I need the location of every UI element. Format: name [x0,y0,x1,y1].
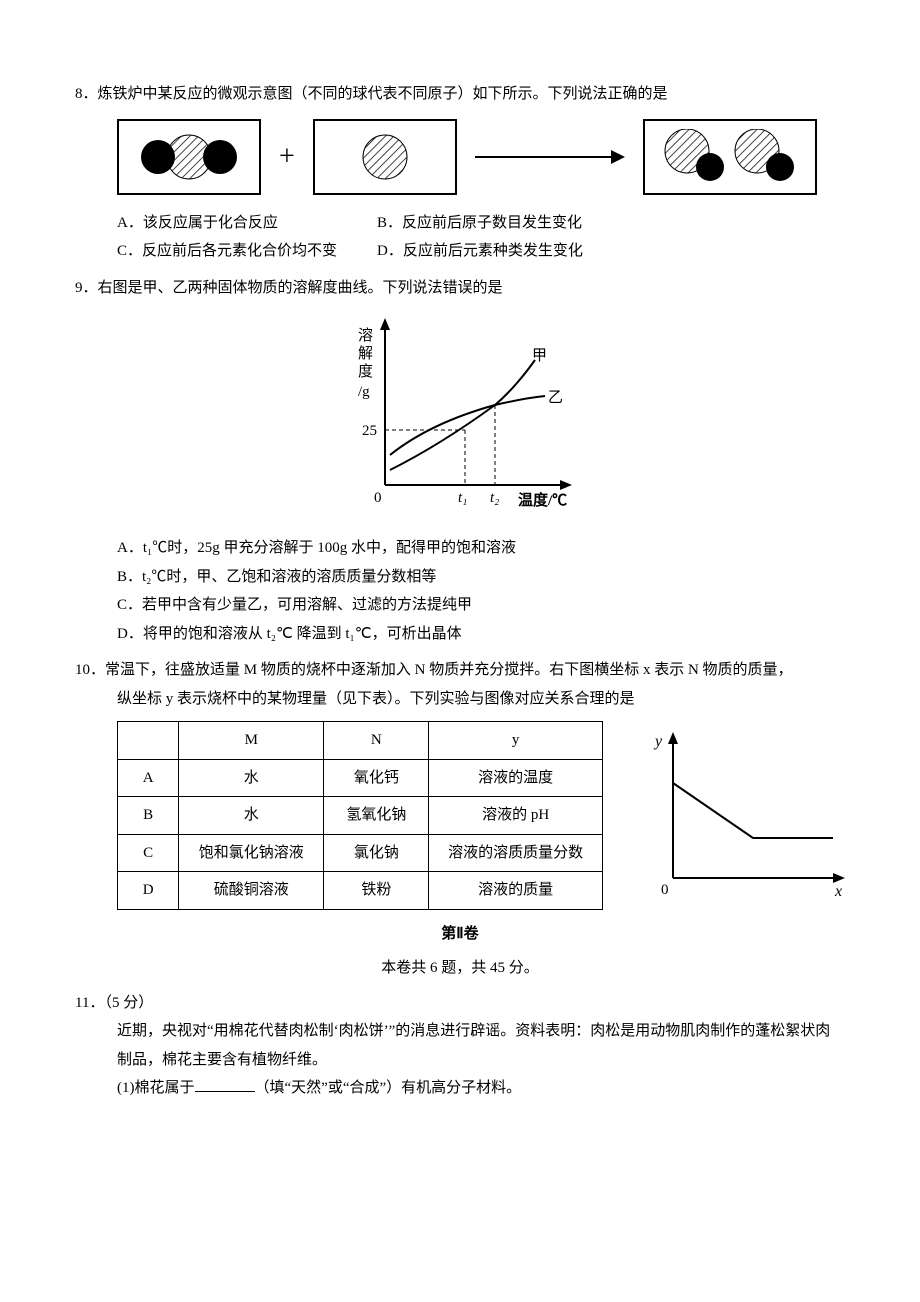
q8-opt-a: A．该反应属于化合反应 [117,209,377,238]
ylabel-line1: 溶 [358,327,373,344]
cell: 溶液的质量 [429,872,603,910]
q11-para1: 近期，央视对“用棉花代替肉松制‘肉松饼’”的消息进行辟谣。资料表明：肉松是用动物… [75,1017,845,1074]
q11-para2-post: （填“天然”或“合成”）有机高分子材料。 [255,1080,522,1096]
q9-stem: 9．右图是甲、乙两种固体物质的溶解度曲线。下列说法错误的是 [75,274,845,303]
origin-label: 0 [374,490,382,506]
th-y: y [429,722,603,760]
q10-stem-line2: 纵坐标 y 表示烧杯中的某物理量（见下表）。下列实验与图像对应关系合理的是 [75,685,845,714]
q11-para2: (1)棉花属于 （填“天然”或“合成”）有机高分子材料。 [75,1074,845,1103]
cell: B [118,797,179,835]
series-yi: 乙 [548,390,563,406]
q9-number: 9． [75,280,98,296]
xlabel: 温度/℃ [518,491,567,509]
xtick-t2: t₂ [490,490,499,506]
q10-table-chart-row: M N y A 水 氧化钙 溶液的温度 B 水 氢氧化钠 溶液的 pH C 饱和… [75,721,845,910]
molecule-3-svg [655,129,805,184]
q9-opt-d: D．将甲的饱和溶液从 t₂℃ 降温到 t₁℃，可析出晶体 [75,620,845,649]
cell: A [118,759,179,797]
q10-origin: 0 [661,882,669,898]
cell: 水 [179,759,324,797]
question-10: 10．常温下，往盛放适量 M 物质的烧杯中逐渐加入 N 物质并充分搅拌。右下图横… [75,656,845,910]
q10-stem-line1: 10．常温下，往盛放适量 M 物质的烧杯中逐渐加入 N 物质并充分搅拌。右下图横… [75,656,845,685]
ylabel-unit: /g [358,384,370,400]
th-n: N [324,722,429,760]
q8-options-row2: C．反应前后各元素化合价均不变 D．反应前后元素种类发生变化 [75,237,845,266]
arrow-head-icon [611,150,625,164]
q9-opt-a: A．t₁℃时，25g 甲充分溶解于 100g 水中，配得甲的饱和溶液 [75,534,845,563]
question-11: 11．（5 分） 近期，央视对“用棉花代替肉松制‘肉松饼’”的消息进行辟谣。资料… [75,989,845,1103]
molecule-1-svg [134,132,244,182]
cell: 硫酸铜溶液 [179,872,324,910]
series-jia: 甲 [532,348,547,364]
q10-text1: 常温下，往盛放适量 M 物质的烧杯中逐渐加入 N 物质并充分搅拌。右下图横坐标 … [105,662,793,678]
section-2-sub: 本卷共 6 题，共 45 分。 [75,954,845,983]
cell: D [118,872,179,910]
q8-text: 炼铁炉中某反应的微观示意图（不同的球代表不同原子）如下所示。下列说法正确的是 [98,86,668,102]
cell: 铁粉 [324,872,429,910]
ylabel-line3: 度 [358,363,373,380]
reactant-box-1 [117,119,261,195]
q9-opt-c: C．若甲中含有少量乙，可用溶解、过滤的方法提纯甲 [75,591,845,620]
plus-sign: + [279,130,295,183]
question-8: 8．炼铁炉中某反应的微观示意图（不同的球代表不同原子）如下所示。下列说法正确的是… [75,80,845,266]
q10-chart: y x 0 [643,728,845,903]
reactant-box-2 [313,119,457,195]
q9-text: 右图是甲、乙两种固体物质的溶解度曲线。下列说法错误的是 [98,280,503,296]
q9-chart-wrap: 溶 解 度 /g 温度/℃ 0 25 t₁ t₂ 甲 乙 [75,310,845,520]
q8-opt-b: B．反应前后原子数目发生变化 [377,209,677,238]
table-row: B 水 氢氧化钠 溶液的 pH [118,797,603,835]
cell: C [118,834,179,872]
arrow-line [475,156,611,158]
cell: 水 [179,797,324,835]
solubility-chart: 溶 解 度 /g 温度/℃ 0 25 t₁ t₂ 甲 乙 [330,310,590,520]
cell: 溶液的温度 [429,759,603,797]
cell: 溶液的 pH [429,797,603,835]
q11-para2-pre: (1)棉花属于 [117,1080,195,1096]
xtick-t1: t₁ [458,490,467,506]
question-9: 9．右图是甲、乙两种固体物质的溶解度曲线。下列说法错误的是 溶 解 度 /g 温… [75,274,845,649]
cell: 氯化钠 [324,834,429,872]
q8-number: 8． [75,86,98,102]
q8-stem: 8．炼铁炉中某反应的微观示意图（不同的球代表不同原子）如下所示。下列说法正确的是 [75,80,845,109]
reaction-arrow [475,150,625,164]
q10-xlabel: x [834,883,842,900]
q10-table: M N y A 水 氧化钙 溶液的温度 B 水 氢氧化钠 溶液的 pH C 饱和… [117,721,603,910]
th-blank [118,722,179,760]
q10-ylabel: y [653,733,663,750]
q11-header: 11．（5 分） [75,989,845,1018]
section-2-title: 第Ⅱ卷 [75,920,845,949]
q8-options-row1: A．该反应属于化合反应 B．反应前后原子数目发生变化 [75,209,845,238]
q8-reaction-diagram: + [75,119,845,195]
ytick-25: 25 [362,423,377,439]
molecule-2-svg [355,132,415,182]
cell: 氧化钙 [324,759,429,797]
q8-opt-c: C．反应前后各元素化合价均不变 [117,237,377,266]
table-row: A 水 氧化钙 溶液的温度 [118,759,603,797]
table-row: D 硫酸铜溶液 铁粉 溶液的质量 [118,872,603,910]
q9-opt-b: B．t₂℃时，甲、乙饱和溶液的溶质质量分数相等 [75,563,845,592]
cell: 溶液的溶质质量分数 [429,834,603,872]
th-m: M [179,722,324,760]
q10-number: 10． [75,662,105,678]
table-header-row: M N y [118,722,603,760]
fill-blank[interactable] [195,1076,255,1092]
cell: 氢氧化钠 [324,797,429,835]
q8-opt-d: D．反应前后元素种类发生变化 [377,237,677,266]
q11-number: 11． [75,995,104,1011]
cell: 饱和氯化钠溶液 [179,834,324,872]
table-row: C 饱和氯化钠溶液 氯化钠 溶液的溶质质量分数 [118,834,603,872]
product-box [643,119,817,195]
ylabel-line2: 解 [358,345,373,362]
q11-points: （5 分） [104,995,153,1011]
